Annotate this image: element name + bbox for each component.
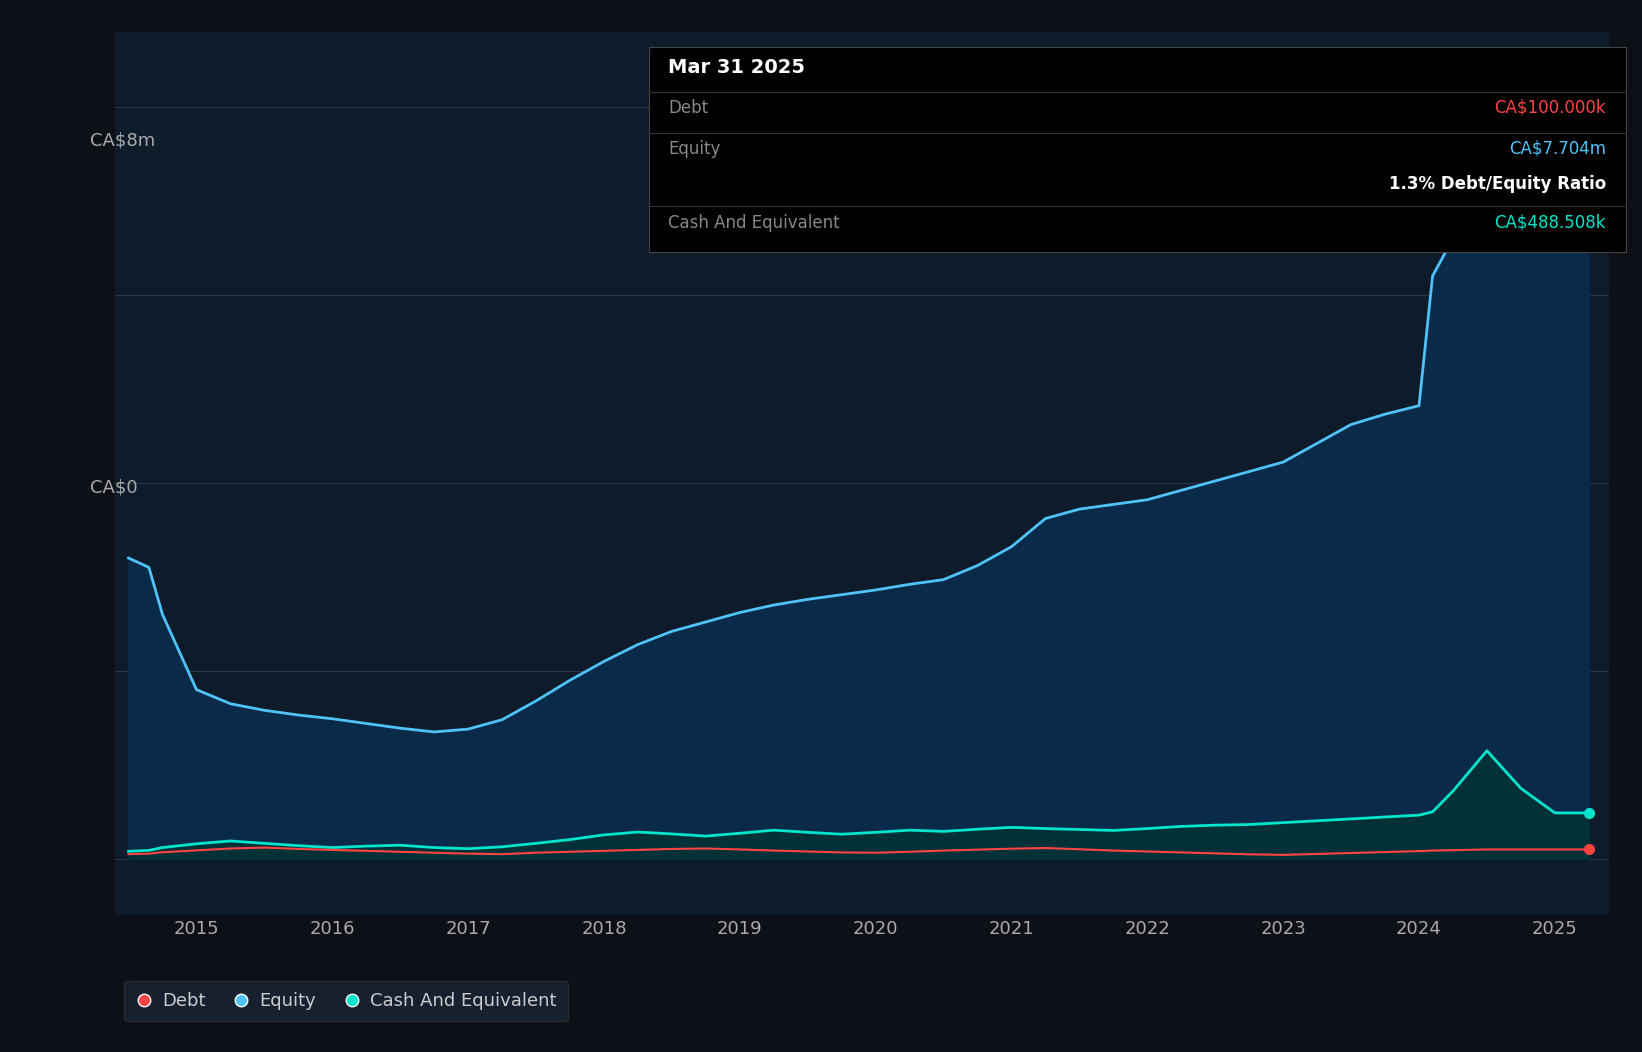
Text: 1.3% Debt/Equity Ratio: 1.3% Debt/Equity Ratio xyxy=(1389,175,1606,193)
Text: Equity: Equity xyxy=(668,140,721,158)
Text: CA$488.508k: CA$488.508k xyxy=(1494,214,1606,231)
Text: Cash And Equivalent: Cash And Equivalent xyxy=(668,214,841,231)
Text: Debt: Debt xyxy=(668,99,708,117)
Text: CA$7.704m: CA$7.704m xyxy=(1509,140,1606,158)
Text: CA$8m: CA$8m xyxy=(90,132,156,149)
Text: Mar 31 2025: Mar 31 2025 xyxy=(668,58,805,77)
Text: CA$0: CA$0 xyxy=(90,479,138,497)
Text: CA$100.000k: CA$100.000k xyxy=(1494,99,1606,117)
Legend: Debt, Equity, Cash And Equivalent: Debt, Equity, Cash And Equivalent xyxy=(123,982,568,1021)
